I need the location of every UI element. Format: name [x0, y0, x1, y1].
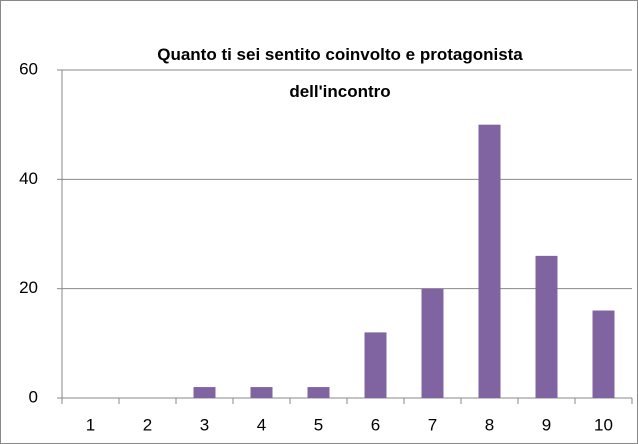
- x-tick-label: 4: [257, 415, 266, 434]
- x-tick-label: 9: [542, 415, 551, 434]
- bar: [364, 332, 387, 398]
- x-tick-label: 3: [200, 415, 209, 434]
- bar: [421, 288, 444, 398]
- x-tick-label: 5: [314, 415, 323, 434]
- x-tick-label: 8: [485, 415, 494, 434]
- bar: [250, 387, 273, 398]
- y-tick-label: 40: [19, 169, 38, 188]
- x-tick-label: 10: [594, 415, 613, 434]
- y-tick-label: 20: [19, 278, 38, 297]
- y-tick-label: 60: [19, 59, 38, 78]
- bar: [193, 387, 216, 398]
- x-tick-label: 7: [428, 415, 437, 434]
- chart-title: Quanto ti sei sentito coinvolto e protag…: [157, 45, 523, 101]
- x-tick-label: 1: [86, 415, 95, 434]
- bar: [592, 310, 615, 398]
- y-tick-label: 0: [29, 387, 38, 406]
- x-tick-label: 6: [371, 415, 380, 434]
- x-tick-label: 2: [143, 415, 152, 434]
- bar: [535, 255, 558, 398]
- bar: [478, 124, 501, 399]
- bar: [307, 387, 330, 398]
